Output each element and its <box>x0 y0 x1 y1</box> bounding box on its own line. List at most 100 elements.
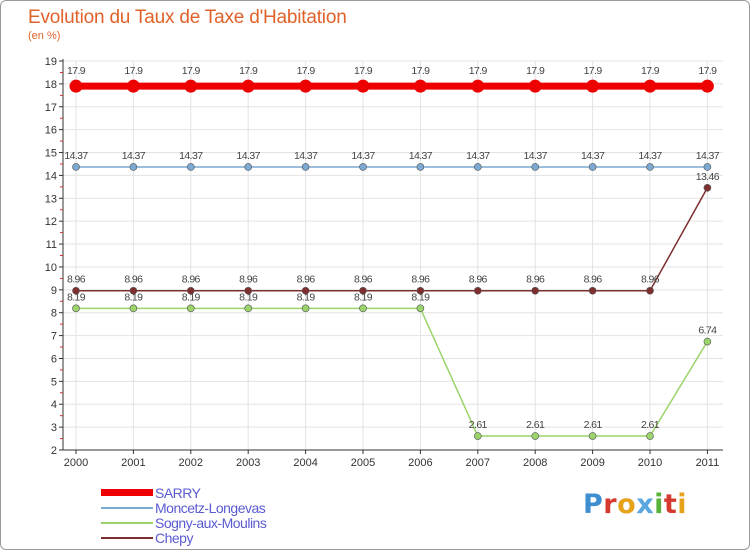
data-point <box>244 163 252 171</box>
data-label: 8.96 <box>67 274 86 286</box>
series-line-sogny-aux-moulins <box>75 307 709 437</box>
data-label: 17.9 <box>526 65 545 77</box>
data-label: 8.19 <box>67 291 86 303</box>
data-label: 17.9 <box>469 65 488 77</box>
legend-label: Moncetz-Longevas <box>155 499 266 516</box>
data-label: 14.37 <box>638 150 662 162</box>
data-point <box>588 286 597 295</box>
y-tick-label: 3 <box>51 422 57 434</box>
data-point <box>646 163 654 171</box>
data-point <box>72 163 80 171</box>
data-point <box>299 79 313 93</box>
data-point <box>244 304 252 313</box>
y-tick-label: 13 <box>45 193 57 205</box>
data-point <box>301 163 310 171</box>
data-label: 8.96 <box>584 274 603 286</box>
brand-logo: Proxiti <box>583 489 687 520</box>
data-label: 17.9 <box>297 65 316 77</box>
legend-swatch <box>101 489 153 496</box>
data-point <box>700 79 714 93</box>
data-label: 17.9 <box>124 65 143 77</box>
data-label: 17.9 <box>67 65 86 77</box>
data-label: 17.9 <box>641 65 660 77</box>
data-point <box>416 286 425 295</box>
x-tick-label: 2009 <box>580 457 604 469</box>
logo-letter: x <box>636 489 655 520</box>
data-point <box>646 432 654 440</box>
data-point <box>129 286 138 295</box>
x-tick-label: 2005 <box>351 457 375 469</box>
data-label: 14.37 <box>237 150 261 162</box>
data-point <box>413 79 427 93</box>
y-tick-label: 4 <box>51 399 57 411</box>
series-line-chepy <box>75 187 709 292</box>
x-tick-label: 2007 <box>466 457 490 469</box>
data-point <box>126 79 140 93</box>
y-tick-label: 2 <box>51 445 57 457</box>
data-label: 8.19 <box>182 291 201 303</box>
data-label: 8.19 <box>354 291 373 303</box>
data-point <box>531 163 540 171</box>
y-tick-label: 16 <box>45 125 57 137</box>
data-point <box>244 286 252 295</box>
data-point <box>72 286 80 295</box>
x-tick-label: 2010 <box>638 457 662 469</box>
data-point <box>184 79 198 93</box>
data-label: 14.37 <box>179 150 203 162</box>
x-tick-label: 2004 <box>293 457 317 469</box>
data-label: 8.96 <box>526 274 545 286</box>
data-label: 8.96 <box>239 274 258 286</box>
data-point <box>703 163 712 171</box>
data-label: 8.96 <box>641 274 660 286</box>
y-tick-label: 17 <box>45 102 57 114</box>
logo-letter: i <box>654 489 664 520</box>
data-point <box>187 163 195 171</box>
data-label: 14.37 <box>696 150 720 162</box>
data-label: 17.9 <box>354 65 373 77</box>
legend-swatch <box>101 506 153 509</box>
data-point <box>588 432 597 440</box>
legend-label: Sogny-aux-Moulins <box>155 514 267 531</box>
logo-letter: r <box>603 489 618 520</box>
data-label: 17.9 <box>698 65 717 77</box>
logo-letter: t <box>663 489 678 520</box>
x-tick-label: 2003 <box>236 457 260 469</box>
data-label: 2.61 <box>584 419 603 431</box>
y-tick-label: 6 <box>51 353 57 365</box>
data-point <box>359 304 367 313</box>
logo-letter: i <box>677 489 688 520</box>
data-label: 8.19 <box>124 291 143 303</box>
y-tick-label: 19 <box>45 56 57 68</box>
data-label: 8.96 <box>354 274 373 286</box>
data-label: 8.96 <box>124 274 143 286</box>
logo-letter: P <box>583 489 604 520</box>
y-tick-label: 7 <box>51 331 57 343</box>
data-point <box>359 286 367 295</box>
data-label: 8.96 <box>297 274 316 286</box>
x-tick-label: 2011 <box>696 457 720 469</box>
data-point <box>241 79 255 93</box>
x-tick-label: 2000 <box>64 457 88 469</box>
y-tick-label: 9 <box>51 285 57 297</box>
data-point <box>586 79 600 93</box>
legend-item: Moncetz-Longevas <box>101 499 266 516</box>
data-label: 2.61 <box>641 419 660 431</box>
data-point <box>646 286 654 295</box>
data-point <box>531 286 540 295</box>
y-tick-label: 18 <box>45 79 57 91</box>
data-label: 8.19 <box>239 291 258 303</box>
data-point <box>588 163 597 171</box>
data-label: 8.19 <box>411 291 430 303</box>
legend-swatch <box>101 521 153 524</box>
data-label: 17.9 <box>584 65 603 77</box>
data-label: 8.19 <box>297 291 316 303</box>
data-point <box>416 163 425 171</box>
y-tick-label: 15 <box>45 148 57 160</box>
data-point <box>356 79 370 93</box>
legend-item: Chepy <box>101 529 266 546</box>
legend-item: Sogny-aux-Moulins <box>101 514 267 531</box>
data-point <box>473 286 482 295</box>
legend-label: Chepy <box>155 529 193 546</box>
